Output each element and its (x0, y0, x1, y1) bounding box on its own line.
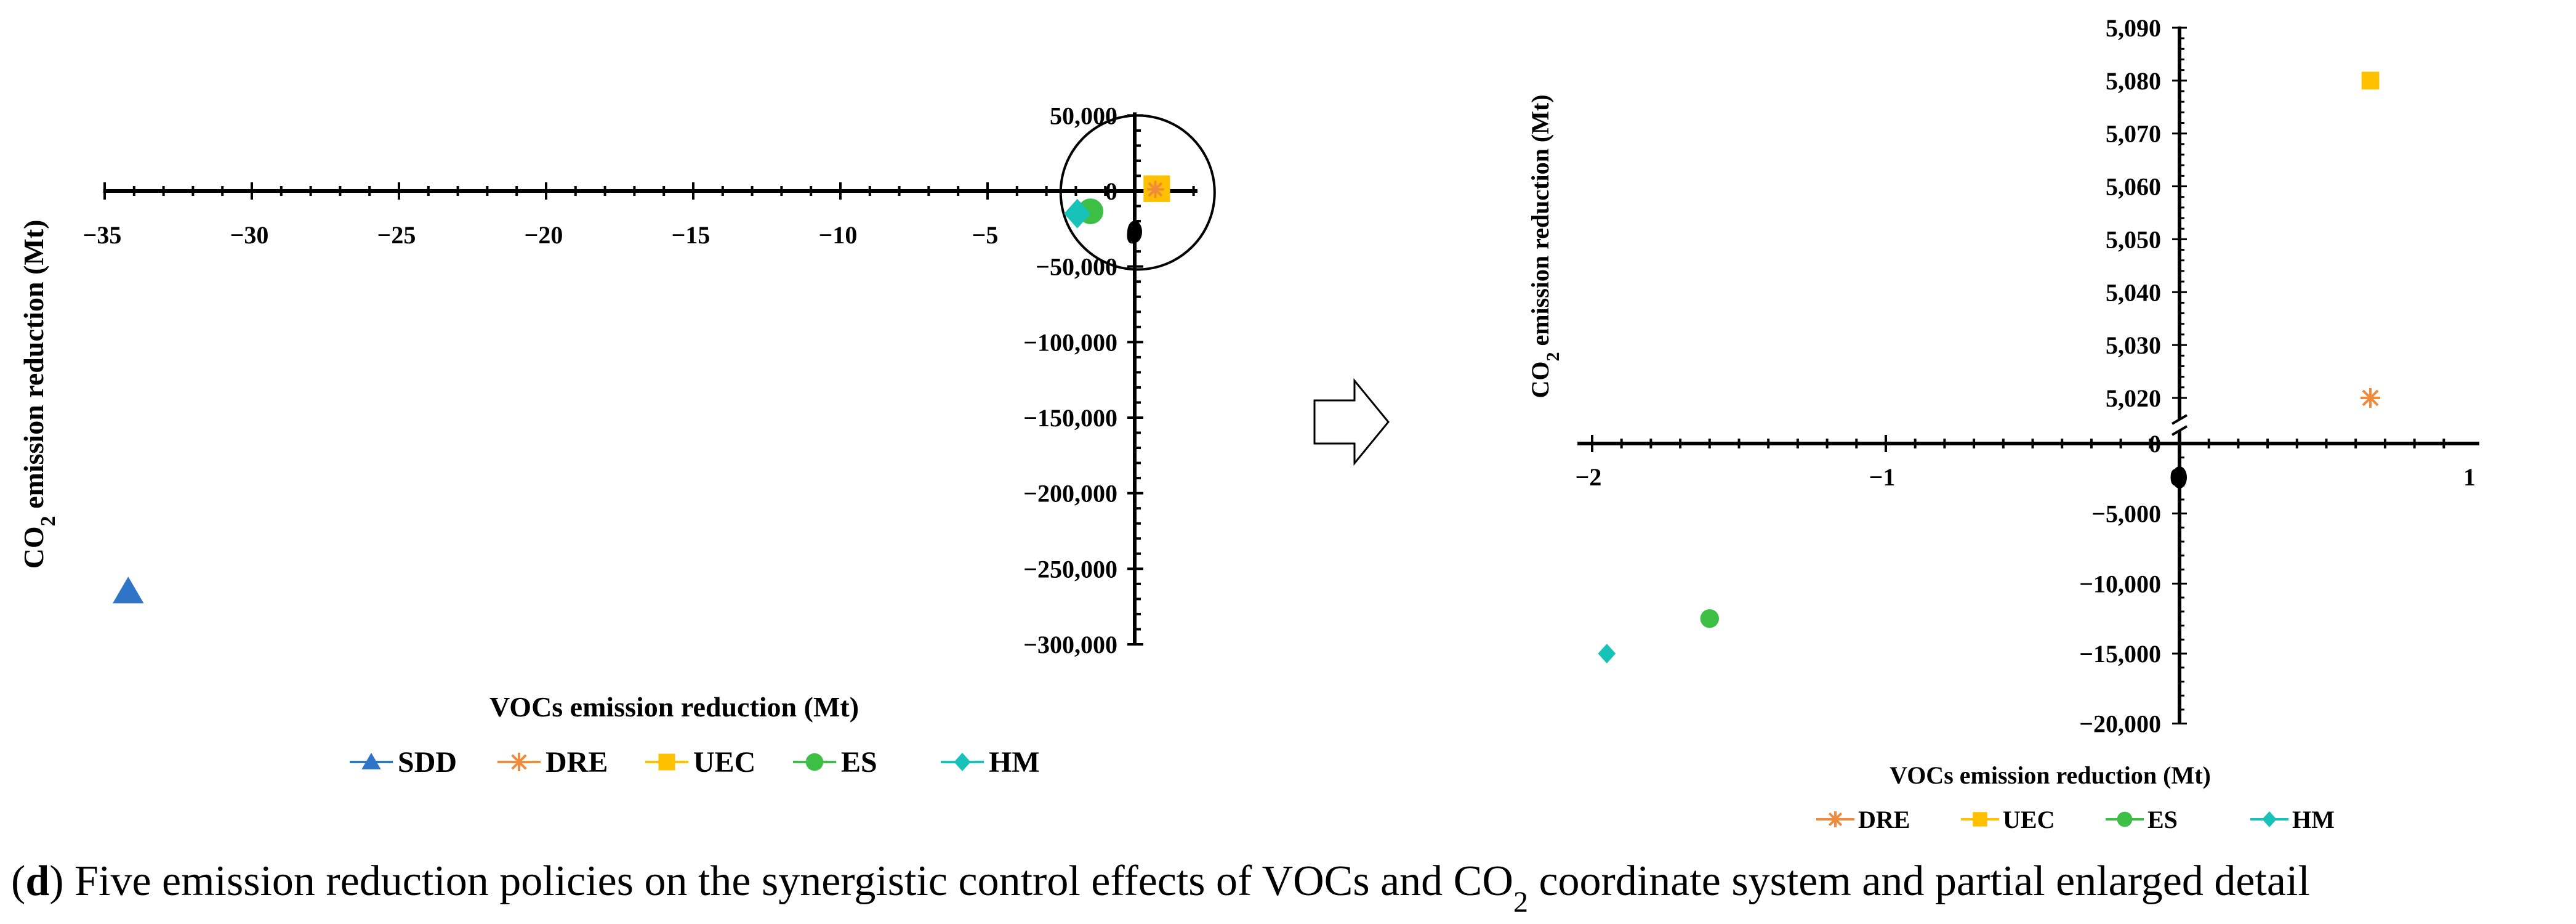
main-highlight-circle (1059, 114, 1216, 271)
detail-y-axis-title-rest: emission reduction (Mt) (1526, 94, 1554, 352)
main-point-hm (1064, 198, 1091, 229)
detail-chart: −2 −1 0 1 5,090 5,080 5,070 5,060 5,050 5,040 5,03… (1526, 14, 2479, 833)
main-legend-marker-dre (510, 753, 528, 771)
detail-legend-marker-hm (2262, 811, 2277, 827)
detail-legend-marker-dre (1827, 811, 1843, 827)
figure-caption: (d) Five emission reduction policies on … (11, 857, 2310, 918)
detail-legend-item-es: ES (2106, 806, 2178, 833)
detail-y-lower-tick-label: 0 (2149, 430, 2161, 458)
caption-text-after: coordinate system and partial enlarged d… (1528, 857, 2310, 905)
main-x-tick-label: −15 (672, 221, 710, 249)
detail-y-upper-tick-label: 5,050 (2106, 225, 2161, 253)
detail-x-tick-label: 1 (2463, 463, 2476, 491)
detail-x-axis-title: VOCs emission reduction (Mt) (1890, 761, 2211, 789)
detail-legend-label-es: ES (2147, 806, 2178, 833)
main-legend-marker-hm (954, 753, 971, 771)
detail-legend-label-hm: HM (2292, 806, 2335, 833)
caption-letter: d (25, 857, 49, 905)
main-y-tick-label: −200,000 (1023, 480, 1117, 508)
main-x-tick-label: −5 (972, 221, 999, 249)
detail-point-dre-stroke-d2 (2362, 389, 2379, 407)
detail-y-lower-tick-label: −20,000 (2079, 710, 2161, 738)
main-x-tick-label: −35 (83, 221, 122, 249)
detail-legend-label-dre: DRE (1858, 806, 1910, 833)
main-legend-item-hm: HM (941, 746, 1040, 779)
detail-x-tick-label: −2 (1576, 463, 1602, 491)
detail-y-axis-title-co: CO (1526, 362, 1554, 399)
main-legend-label-dre: DRE (545, 746, 608, 779)
main-y-axis-title-co: CO (18, 526, 49, 569)
main-point-dre (1146, 180, 1164, 198)
detail-y-lower-tick-label: −10,000 (2079, 570, 2161, 598)
detail-legend-item-hm: HM (2250, 806, 2335, 833)
main-legend-label-hm: HM (989, 746, 1040, 779)
main-x-tick-label: −25 (377, 221, 416, 249)
detail-y-upper-tick-label: 5,020 (2106, 384, 2161, 412)
detail-legend-item-dre: DRE (1816, 806, 1910, 833)
main-y-tick-label: −50,000 (1036, 253, 1117, 281)
main-y-tick-label: 0 (1105, 177, 1117, 205)
main-legend-item-dre: DRE (497, 746, 608, 779)
detail-legend: DRE UEC ES HM (1816, 806, 2335, 833)
detail-point-es (1700, 609, 1719, 628)
main-legend-marker-uec (658, 753, 675, 771)
enlarge-arrow (1313, 378, 1390, 466)
caption-text-before: ) Five emission reduction policies on th… (49, 857, 1513, 905)
detail-y-upper-tick-label: 5,090 (2106, 14, 2161, 42)
main-y-tick-label: −100,000 (1023, 328, 1117, 356)
main-legend-marker-sdd (361, 753, 381, 769)
detail-legend-marker-es (2117, 811, 2133, 827)
main-origin-marker (1127, 221, 1142, 243)
detail-y-axis-title-sub: 2 (1543, 352, 1563, 362)
main-legend-item-uec: UEC (645, 746, 755, 779)
detail-point-hm (1598, 643, 1616, 663)
detail-legend-label-uec: UEC (2003, 806, 2055, 833)
main-y-tick-label: −150,000 (1023, 404, 1117, 432)
detail-legend-marker-dre-stroke-d2 (1828, 812, 1843, 827)
main-x-tick-label: −30 (230, 221, 269, 249)
detail-y-axis-title: CO2 emission reduction (Mt) (1526, 94, 1563, 398)
detail-legend-item-uec: UEC (1961, 806, 2055, 833)
main-legend-label-sdd: SDD (398, 746, 457, 779)
main-legend-marker-dre-stroke-d2 (511, 754, 527, 770)
main-legend-marker-es (805, 753, 824, 771)
detail-y-upper-tick-label: 5,040 (2106, 278, 2161, 306)
main-chart: −35−30−25−20−15−10−5050,0000−50,000−100,… (18, 102, 1216, 779)
detail-y-upper-tick-label: 5,070 (2106, 120, 2161, 148)
main-point-dre-stroke-d2 (1148, 182, 1163, 197)
main-x-axis-title: VOCs emission reduction (Mt) (489, 691, 859, 723)
main-x-tick-label: −10 (819, 221, 858, 249)
main-legend-item-es: ES (793, 746, 877, 779)
main-y-tick-label: 50,000 (1050, 102, 1117, 129)
main-legend-label-uec: UEC (693, 746, 755, 779)
detail-y-upper-tick-label: 5,030 (2106, 331, 2161, 359)
detail-x-tick-label: −1 (1869, 463, 1896, 491)
detail-origin-marker (2172, 466, 2187, 488)
main-y-tick-label: −300,000 (1023, 631, 1117, 659)
main-x-tick-label: −20 (525, 221, 563, 249)
main-legend-item-sdd: SDD (350, 746, 457, 779)
detail-point-dre (2361, 387, 2381, 408)
detail-y-upper-tick-label: 5,060 (2106, 173, 2161, 201)
main-y-axis-title-sub: 2 (37, 516, 60, 526)
detail-y-lower-tick-label: −5,000 (2091, 500, 2161, 528)
detail-point-uec (2361, 71, 2380, 90)
main-y-axis-title-rest: emission reduction (Mt) (18, 220, 49, 516)
main-legend-label-es: ES (841, 746, 877, 779)
detail-y-lower-tick-label: −15,000 (2079, 640, 2161, 668)
detail-axis-break-bottom (2171, 425, 2188, 436)
detail-legend-marker-uec (1973, 812, 1987, 827)
detail-y-upper-tick-label: 5,080 (2106, 67, 2161, 95)
caption-subscript: 2 (1513, 886, 1528, 918)
detail-axis-break-top (2171, 414, 2188, 425)
main-point-sdd (113, 577, 144, 604)
main-y-axis-title: CO2 emission reduction (Mt) (18, 220, 60, 569)
main-y-tick-label: −250,000 (1023, 555, 1117, 583)
